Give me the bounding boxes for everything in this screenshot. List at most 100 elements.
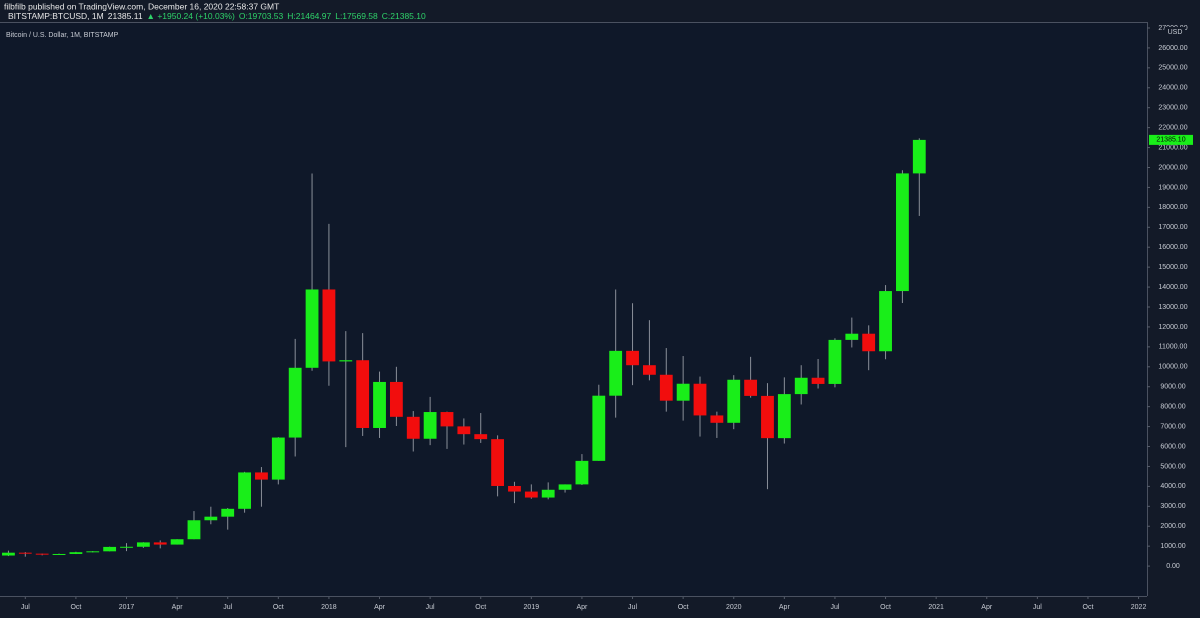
last-price-box (1149, 134, 1193, 145)
y-tick-label: 11000.00 (1159, 344, 1188, 351)
candle-body (575, 460, 589, 485)
candle-body (305, 289, 319, 368)
y-tick-label: 12000.00 (1158, 324, 1187, 331)
candle-body (255, 472, 268, 480)
ohlc-value: L:17569.58 (335, 11, 378, 21)
x-tick-label: 2019 (524, 604, 540, 611)
ohlc-value: H:21464.97 (287, 11, 331, 21)
candle-body (811, 377, 825, 384)
y-tick-label: 7000.00 (1160, 423, 1185, 430)
candle-body (794, 377, 808, 395)
publisher: filbfilb published on TradingView.com, D… (4, 1, 279, 11)
candle-body (541, 489, 555, 498)
candle-body (103, 546, 117, 552)
y-tick-label: 19000.00 (1158, 184, 1187, 191)
y-tick-label: 21000.00 (1158, 144, 1187, 151)
y-tick-label: 16000.00 (1158, 244, 1187, 251)
candle-body (457, 426, 471, 435)
y-tick-label: 24000.00 (1158, 85, 1187, 92)
plot-area (0, 22, 1147, 596)
x-tick-label: Oct (678, 604, 689, 611)
y-tick-label: 23000.00 (1158, 105, 1187, 112)
candle-body (845, 333, 859, 340)
x-tick-label: Oct (273, 604, 284, 611)
change: ▲ +1950.24 (+10.03%) (147, 11, 235, 21)
candle-body (288, 367, 302, 438)
candle-body (170, 539, 184, 545)
candle-body (187, 520, 201, 540)
x-tick-label: Jul (223, 604, 232, 611)
candle-body (18, 552, 32, 554)
candle-body (912, 139, 926, 174)
candle-body (659, 374, 673, 401)
candle-body (491, 439, 505, 486)
candle-body (440, 412, 454, 427)
candle-body (524, 491, 538, 498)
last-price: 21385.11 (108, 11, 143, 21)
x-tick-label: Jul (830, 604, 839, 611)
x-tick-label: Oct (880, 604, 891, 611)
x-tick-label: Oct (70, 604, 81, 611)
candle-body (777, 394, 791, 439)
candle-body (828, 339, 842, 384)
header-line: BITSTAMP:BTCUSD, 1M 21385.11 ▲ +1950.24 (+… (8, 11, 426, 21)
y-tick-label: 3000.00 (1160, 503, 1185, 510)
candle-body (69, 552, 83, 554)
candle-body (693, 383, 707, 416)
x-tick-label: 2020 (726, 604, 742, 611)
candle-body (356, 360, 370, 428)
y-tick-label: 17000.00 (1158, 224, 1187, 231)
candle-body (322, 289, 336, 362)
y-tick-label: 14000.00 (1158, 284, 1187, 291)
x-tick-label: 2022 (1131, 604, 1147, 611)
candle-body (744, 379, 758, 396)
symbol: BITSTAMP:BTCUSD, 1M (8, 11, 104, 21)
y-tick-label: 10000.00 (1158, 364, 1187, 371)
ohlc-value: O:19703.53 (239, 11, 284, 21)
y-tick-label: 18000.00 (1158, 204, 1187, 211)
x-tick-label: Jul (426, 604, 435, 611)
candle-body (609, 350, 623, 396)
x-tick-label: 2018 (321, 604, 337, 611)
x-tick-label: Oct (1083, 604, 1094, 611)
y-tick-label: 4000.00 (1160, 483, 1185, 490)
candle-body (153, 542, 167, 545)
y-tick-label: 6000.00 (1160, 443, 1185, 450)
y-tick-label: 8000.00 (1160, 404, 1185, 411)
x-tick-label: Oct (475, 604, 486, 611)
candle-body (35, 553, 49, 555)
candle-body (423, 412, 437, 439)
candle-body (642, 365, 656, 375)
candle-body (761, 395, 774, 439)
candle-body (474, 434, 488, 440)
x-tick-label: Apr (576, 604, 588, 611)
y-tick-label: 9000.00 (1160, 384, 1185, 391)
y-tick-label: 0.00 (1166, 563, 1180, 570)
candle-body (389, 381, 403, 417)
candle-body (86, 551, 100, 553)
candle-body (508, 485, 521, 492)
x-tick-label: Apr (374, 604, 386, 611)
x-tick-label: Jul (628, 604, 637, 611)
price-axis-panel (1147, 0, 1200, 618)
x-tick-label: Apr (779, 604, 791, 611)
y-tick-label: 26000.00 (1158, 45, 1187, 52)
candle-body (221, 508, 235, 517)
y-tick-label: 13000.00 (1158, 304, 1187, 311)
currency: USD (1168, 29, 1183, 36)
candle-body (558, 484, 572, 490)
x-tick-label: Apr (172, 604, 184, 611)
candle-body (592, 395, 606, 461)
candle-body (271, 437, 285, 480)
x-tick-label: 2017 (119, 604, 135, 611)
candle-body (373, 381, 386, 428)
candle-body (710, 415, 724, 423)
ohlc-value: C:21385.10 (382, 11, 426, 21)
candle-body (406, 416, 420, 439)
candle-body (339, 360, 353, 362)
candle-body (52, 553, 66, 555)
candle-body (238, 472, 251, 509)
candle-body (727, 379, 741, 423)
y-tick-label: 25000.00 (1158, 65, 1187, 72)
